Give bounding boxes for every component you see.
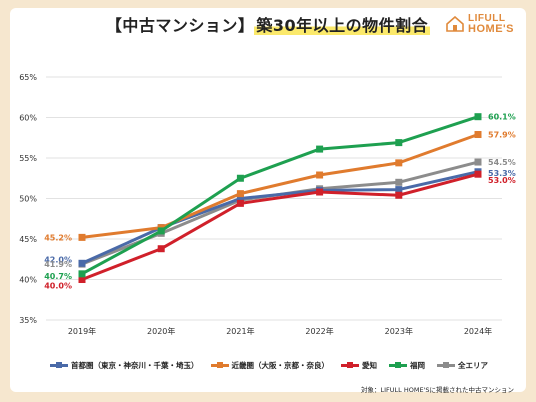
x-axis-ticks: 2019年 2020年 2021年 2022年 2023年 2024年 [68,326,492,336]
y-tick-label: 55% [19,154,37,163]
data-point-fukuoka [78,270,86,278]
x-tick-label: 2021年 [226,326,254,336]
legend-item-aichi: 愛知 [341,360,377,371]
data-point-zen [395,178,403,186]
logo-line2: HOME'S [468,23,514,35]
data-point-fukuoka [395,139,403,147]
last-value-label-kinki: 57.9% [488,131,516,140]
title-prefix: 【中古マンション】 [105,16,255,35]
chart-grid: 35% 40% 45% 50% 55% 60% 65% [19,73,502,325]
first-value-label-aichi: 40.0% [44,282,72,291]
data-point-shutoken [236,195,244,202]
chart-data-labels: 42.0% 53.3% 45.2% 57.9% 40.0% 53.0% 40.7% 60.1%… [44,113,516,291]
chart-title: 【中古マンション】 築30年以上の物件割合 [0,12,536,36]
data-point-fukuoka [316,145,324,153]
logo-line1: LIFULL [468,13,506,24]
data-point-fukuoka [474,113,482,121]
chart-lines [78,113,482,283]
data-point-aichi [316,188,324,196]
data-point-aichi [395,191,403,199]
data-point-shutoken [78,259,86,267]
data-point-fukuoka [236,174,244,182]
x-tick-label: 2024年 [464,326,492,336]
legend-label: 全エリア [458,361,488,370]
legend-swatch [389,362,407,368]
legend-swatch [437,362,455,368]
title-highlight: 築30年以上の物件割合 [254,16,431,35]
x-tick-label: 2023年 [385,326,413,336]
series-line-fukuoka [81,115,479,276]
data-point-kinki [236,190,244,198]
x-tick-label: 2019年 [68,326,96,336]
data-point-aichi [78,276,86,283]
data-point-zen [474,158,482,166]
data-point-kinki [474,131,482,139]
first-value-label-kinki: 45.2% [44,233,72,242]
data-point-fukuoka [157,227,165,235]
legend-item-kinki: 近畿圏（大阪・京都・奈良） [210,360,330,371]
chart-legend: 首都圏（東京・神奈川・千葉・埼玉） 近畿圏（大阪・京都・奈良） 愛知 福岡 全エリア [50,360,488,371]
y-tick-label: 50% [19,195,37,204]
data-point-kinki [316,171,324,179]
first-value-label-fukuoka: 40.7% [44,272,72,281]
legend-swatch [341,362,359,368]
y-tick-label: 65% [19,73,37,82]
legend-swatch [210,362,229,368]
legend-item-fukuoka: 福岡 [389,360,425,371]
legend-item-zen: 全エリア [437,360,488,371]
data-point-shutoken [395,186,403,194]
data-point-aichi [474,170,482,178]
series-line-zen [81,160,479,266]
last-value-label-fukuoka: 60.1% [488,113,516,122]
first-value-label-zen: 41.9% [44,260,72,269]
legend-label: 福岡 [410,361,425,370]
series-line-shutoken [81,170,479,265]
source-note: 対象：LIFULL HOME'Sに掲載された中古マンション [361,386,514,394]
y-tick-label: 45% [19,235,37,244]
house-icon [446,16,464,32]
series-line-aichi [81,172,479,281]
y-tick-label: 40% [19,276,37,285]
last-value-label-shutoken: 53.3% [488,169,516,178]
legend-swatch [50,362,68,368]
data-point-aichi [236,199,244,207]
last-value-label-aichi: 53.0% [488,176,516,185]
data-point-kinki [395,159,403,167]
legend-label: 愛知 [362,361,377,370]
lifull-homes-logo: LIFULL HOME'S [446,13,514,35]
data-point-aichi [157,245,165,253]
series-line-kinki [81,133,479,239]
last-value-label-zen: 54.5% [488,158,516,167]
legend-label: 首都圏（東京・神奈川・千葉・埼玉） [71,361,199,370]
first-value-label-shutoken: 42.0% [44,255,72,264]
legend-label: 近畿圏（大阪・京都・奈良） [231,361,330,370]
x-tick-label: 2020年 [147,326,175,336]
y-tick-label: 35% [19,316,37,325]
data-point-kinki [78,233,86,241]
legend-item-shutoken: 首都圏（東京・神奈川・千葉・埼玉） [50,360,199,371]
x-tick-label: 2022年 [305,326,333,336]
y-tick-label: 60% [19,114,37,123]
